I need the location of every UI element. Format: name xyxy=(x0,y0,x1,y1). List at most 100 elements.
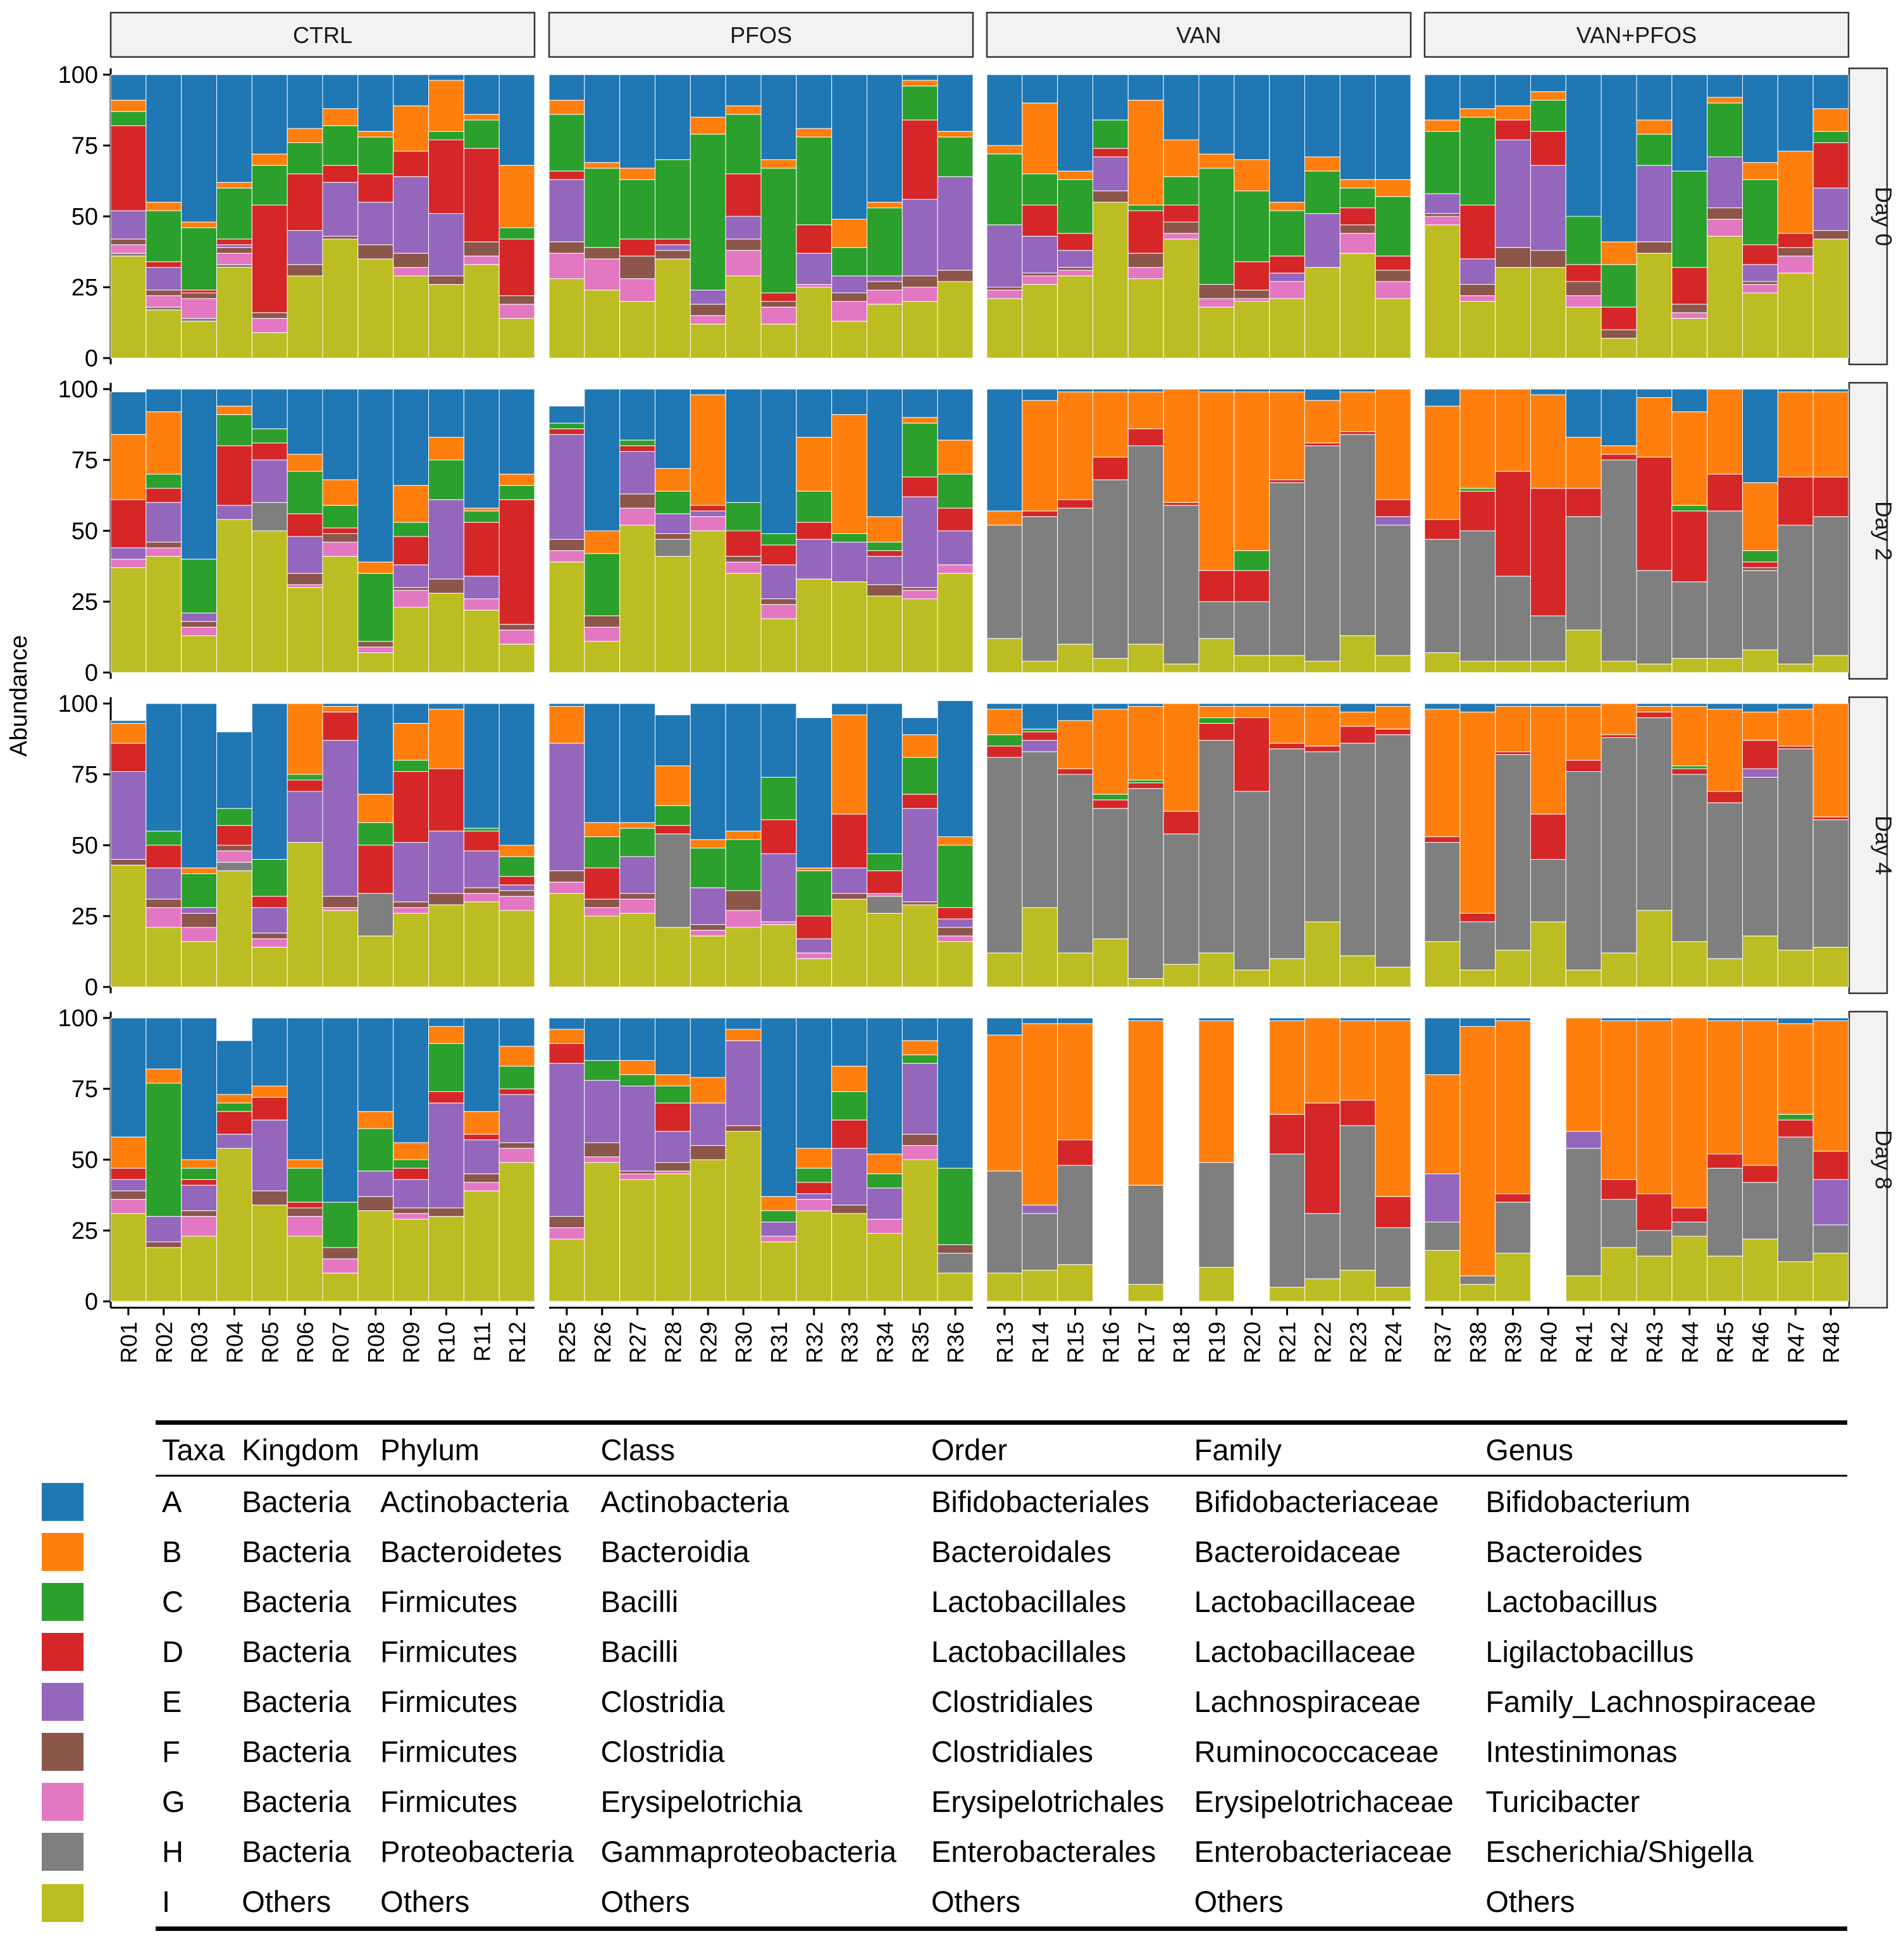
bar-segment-b xyxy=(796,128,833,138)
bar-segment-e xyxy=(1459,258,1496,285)
x-tick-label-r37: R37 xyxy=(1430,1322,1456,1363)
bar-segment-g xyxy=(287,1216,323,1237)
bar-segment-d xyxy=(357,845,394,894)
bar-segment-a xyxy=(1198,74,1235,154)
bar-segment-f xyxy=(357,641,394,648)
bar-segment-b xyxy=(867,202,903,209)
bar-segment-f xyxy=(1742,567,1778,571)
bar-segment-b xyxy=(1163,139,1199,177)
bar-segment-i xyxy=(548,893,585,988)
bar-segment-i xyxy=(619,524,656,673)
bar-segment-d xyxy=(1777,476,1814,526)
bar-segment-c xyxy=(584,553,621,616)
bar-segment-i xyxy=(1198,1267,1235,1302)
bar-segment-c xyxy=(1234,550,1270,571)
bar-segment-b xyxy=(322,479,359,506)
bar-segment-i xyxy=(1707,658,1743,673)
bar-segment-f xyxy=(146,1241,182,1248)
bar-segment-b xyxy=(796,1148,833,1169)
bar-segment-i xyxy=(690,935,726,988)
bar-segment-b xyxy=(1742,162,1778,180)
bar-segment-c xyxy=(655,1086,691,1103)
y-tick-label: 0 xyxy=(85,660,98,686)
bar-segment-f xyxy=(498,890,535,897)
bar-segment-f xyxy=(584,247,621,259)
bar-segment-a xyxy=(986,74,1023,146)
bar-segment-b xyxy=(1127,99,1164,206)
bar-segment-c xyxy=(760,533,797,545)
bar-segment-i xyxy=(1777,950,1814,988)
bar-segment-b xyxy=(760,159,797,169)
bar-segment-a xyxy=(901,74,938,81)
bar-segment-a xyxy=(1375,74,1411,180)
bar-segment-i xyxy=(1565,306,1602,359)
bar-segment-h xyxy=(1812,1224,1849,1254)
bar-segment-f xyxy=(548,241,585,254)
x-tick-label-r25: R25 xyxy=(554,1322,580,1363)
y-tick-label: 25 xyxy=(71,903,98,930)
bar-segment-b xyxy=(1459,711,1496,914)
bar-segment-e xyxy=(251,1119,288,1191)
bar-segment-d xyxy=(287,513,323,537)
bar-segment-a xyxy=(725,74,762,106)
bar-segment-d xyxy=(1742,244,1778,265)
x-tick-label-r36: R36 xyxy=(943,1322,969,1363)
x-tick-label-r43: R43 xyxy=(1642,1322,1668,1363)
bar-segment-d xyxy=(1459,204,1496,259)
bar-segment-i xyxy=(1601,661,1637,673)
bar-segment-a xyxy=(867,388,903,518)
bar-segment-e xyxy=(1530,164,1566,251)
bar-segment-b xyxy=(1671,705,1708,767)
bar-segment-b xyxy=(1022,400,1058,512)
bar-segment-d xyxy=(655,1102,691,1132)
bar-segment-h xyxy=(1636,717,1673,911)
bar-segment-f xyxy=(181,621,217,628)
bar-segment-a xyxy=(357,388,394,562)
y-tick-label: 25 xyxy=(71,1218,98,1244)
bar-segment-d xyxy=(986,745,1023,758)
bar-segment-b xyxy=(393,1142,430,1160)
bar-segment-d xyxy=(393,771,430,843)
x-tick-label-r05: R05 xyxy=(257,1322,283,1363)
bar-segment-i xyxy=(251,1205,288,1302)
bar-segment-d xyxy=(1742,740,1778,769)
bar-segment-d xyxy=(1495,120,1532,140)
bar-segment-e xyxy=(867,555,903,585)
bar-segment-d xyxy=(655,239,691,245)
bar-segment-b xyxy=(1339,1020,1376,1101)
bar-segment-b xyxy=(1304,1017,1341,1103)
x-tick-label-r47: R47 xyxy=(1783,1322,1809,1363)
bar-segment-e xyxy=(690,1102,726,1146)
bar-segment-d xyxy=(1742,561,1778,568)
bar-segment-e xyxy=(110,1179,147,1191)
legend-cell-phylum: Firmicutes xyxy=(380,1735,517,1768)
bar-segment-b xyxy=(831,218,867,248)
bar-segment-g xyxy=(251,318,288,333)
bar-segment-d xyxy=(1424,836,1461,843)
bar-segment-g xyxy=(548,252,585,280)
bar-segment-h xyxy=(1304,751,1341,922)
bar-segment-a xyxy=(619,1017,656,1061)
bar-segment-i xyxy=(1671,941,1708,988)
bar-segment-e xyxy=(831,542,867,583)
bar-segment-c xyxy=(251,859,288,897)
x-tick-label-r35: R35 xyxy=(907,1322,933,1363)
bar-segment-b xyxy=(216,406,252,415)
bar-segment-b xyxy=(901,80,938,87)
bar-segment-i xyxy=(393,913,430,988)
bar-segment-a xyxy=(216,388,252,407)
bar-segment-b xyxy=(655,468,691,492)
bar-segment-f xyxy=(937,1244,974,1254)
bar-segment-a xyxy=(181,1017,217,1160)
bar-segment-a xyxy=(584,74,621,163)
bar-segment-c xyxy=(146,210,182,263)
bar-segment-h xyxy=(1057,507,1093,645)
bar-segment-i xyxy=(463,902,500,988)
bar-segment-i xyxy=(937,1272,974,1302)
bar-segment-d xyxy=(1812,476,1849,518)
bar-segment-b xyxy=(1163,703,1199,812)
bar-segment-h xyxy=(1459,530,1496,662)
bar-segment-i xyxy=(181,321,217,359)
bar-segment-b xyxy=(901,417,938,424)
bar-segment-b xyxy=(146,411,182,474)
